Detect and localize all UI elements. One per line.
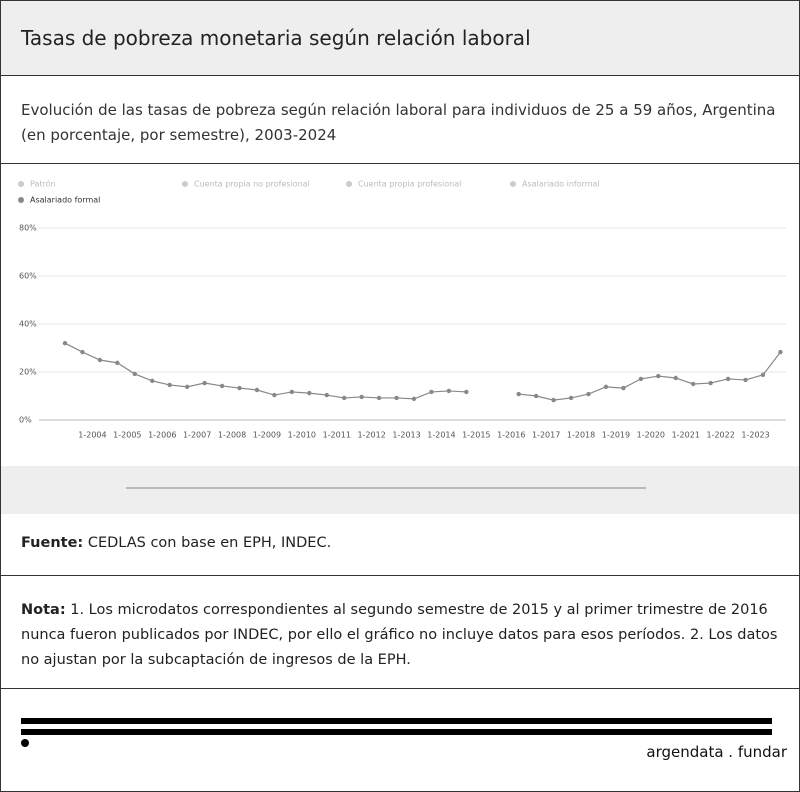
scrollbar[interactable] (126, 487, 646, 489)
point (342, 395, 347, 401)
legend-label: Cuenta propia profesional (358, 180, 461, 189)
chart: Patrón Cuenta propia no profesional Cuenta… (18, 179, 786, 440)
x-tick-label: 1-2019 (602, 431, 630, 440)
point (464, 389, 469, 395)
title: Tasas de pobreza monetaria según relació… (21, 26, 531, 50)
line (64, 342, 467, 400)
point (586, 391, 591, 397)
x-tick-label: 1-2015 (462, 431, 490, 440)
x-tick-label: 1-2020 (637, 431, 665, 440)
x-tick-label: 1-2007 (183, 431, 211, 440)
legend-label: Asalariado informal (522, 180, 600, 189)
x-tick-label: 1-2009 (253, 431, 281, 440)
x-tick-label: 1-2017 (532, 431, 560, 440)
point (516, 391, 521, 397)
point (568, 395, 574, 401)
legend-label: Cuenta propia no profesional (194, 180, 310, 189)
legend-marker (346, 181, 352, 187)
footer: argendata . fundar (1, 689, 799, 791)
x-tick-label: 1-2016 (497, 431, 525, 440)
header: Tasas de pobreza monetaria según relació… (1, 1, 799, 76)
chart-section: Patrón Cuenta propia no profesional Cuenta… (1, 164, 799, 514)
brand: argendata . fundar (646, 743, 787, 761)
y-tick-label: 60% (19, 272, 37, 281)
point (725, 376, 731, 382)
point (202, 380, 207, 386)
point (219, 383, 225, 389)
logo-bar (21, 718, 772, 724)
note-text: 1. Los microdatos correspondientes al se… (21, 602, 778, 668)
point (691, 381, 696, 387)
point (132, 371, 137, 377)
point (429, 389, 434, 395)
point (307, 390, 312, 396)
y-tick-label: 40% (19, 320, 37, 329)
legend-marker (18, 197, 24, 203)
point (411, 396, 417, 402)
x-tick-label: 1-2006 (148, 431, 176, 440)
source: Fuente: CEDLAS con base en EPH, INDEC. (1, 511, 799, 576)
point (150, 378, 155, 384)
point (708, 380, 713, 386)
point (115, 360, 120, 366)
point (778, 349, 783, 355)
point (272, 392, 277, 398)
point (673, 375, 678, 381)
point (638, 376, 644, 382)
x-tick-label: 1-2018 (567, 431, 595, 440)
point (289, 389, 295, 395)
note-label: Nota: (21, 602, 66, 618)
source-text: CEDLAS con base en EPH, INDEC. (87, 535, 332, 551)
point (62, 341, 68, 346)
point (359, 394, 364, 400)
x-tick-label: 1-2010 (288, 431, 316, 440)
legend-marker (182, 181, 188, 187)
y-tick-label: 0% (19, 416, 32, 425)
point (324, 392, 329, 398)
x-tick-label: 1-2022 (706, 431, 734, 440)
point (254, 387, 260, 393)
point (656, 373, 661, 379)
logo-dot (21, 739, 29, 747)
x-tick-label: 1-2008 (218, 431, 246, 440)
legend-marker (18, 181, 24, 187)
point (394, 395, 399, 401)
point (167, 382, 172, 388)
point (97, 357, 103, 363)
x-tick-label: 1-2014 (427, 431, 455, 440)
y-tick-label: 80% (19, 224, 37, 233)
point (551, 397, 556, 403)
x-tick-label: 1-2011 (323, 431, 351, 440)
x-tick-label: 1-2005 (113, 431, 141, 440)
line (518, 351, 781, 401)
y-tick-label: 20% (19, 368, 37, 377)
x-tick-label: 1-2021 (672, 431, 700, 440)
scroll-strip (1, 466, 799, 514)
point (621, 385, 626, 391)
x-tick-label: 1-2004 (78, 431, 106, 440)
subtitle: Evolución de las tasas de pobreza según … (1, 76, 799, 164)
point (760, 372, 766, 378)
x-tick-label: 1-2023 (741, 431, 769, 440)
point (533, 393, 539, 399)
legend-label: Patrón (30, 179, 56, 189)
source-label: Fuente: (21, 535, 84, 551)
point (184, 384, 190, 390)
x-tick-label: 1-2013 (392, 431, 420, 440)
note: Nota: 1. Los microdatos correspondientes… (1, 576, 799, 689)
point (376, 395, 382, 401)
point (237, 385, 242, 391)
point (743, 377, 748, 383)
x-tick-label: 1-2012 (357, 431, 385, 440)
legend-label: Asalariado formal (30, 196, 100, 205)
point (80, 349, 85, 355)
point (603, 384, 609, 390)
logo-bar (21, 729, 772, 735)
legend-marker (510, 181, 516, 187)
point (446, 388, 452, 394)
